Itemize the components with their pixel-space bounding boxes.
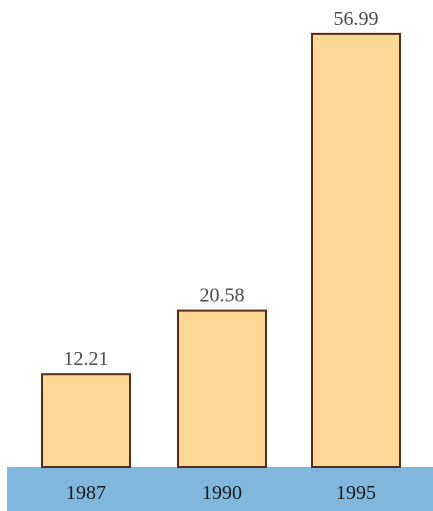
bars-group <box>41 32 401 469</box>
x-tick-label-1995: 1995 <box>336 482 376 504</box>
value-label-1990: 20.58 <box>200 285 245 307</box>
x-tick-label-1990: 1990 <box>202 482 242 504</box>
value-label-1987: 12.21 <box>64 348 109 370</box>
value-label-1995: 56.99 <box>334 8 379 30</box>
bar-1995 <box>311 32 401 468</box>
bar-1990 <box>177 309 267 469</box>
base-band <box>7 467 433 511</box>
x-tick-label-1987: 1987 <box>66 482 106 504</box>
tick-labels-group: 1987 1990 1995 <box>66 482 376 504</box>
bar-1987 <box>41 373 131 469</box>
value-labels-group: 12.21 20.58 56.99 <box>64 8 379 370</box>
